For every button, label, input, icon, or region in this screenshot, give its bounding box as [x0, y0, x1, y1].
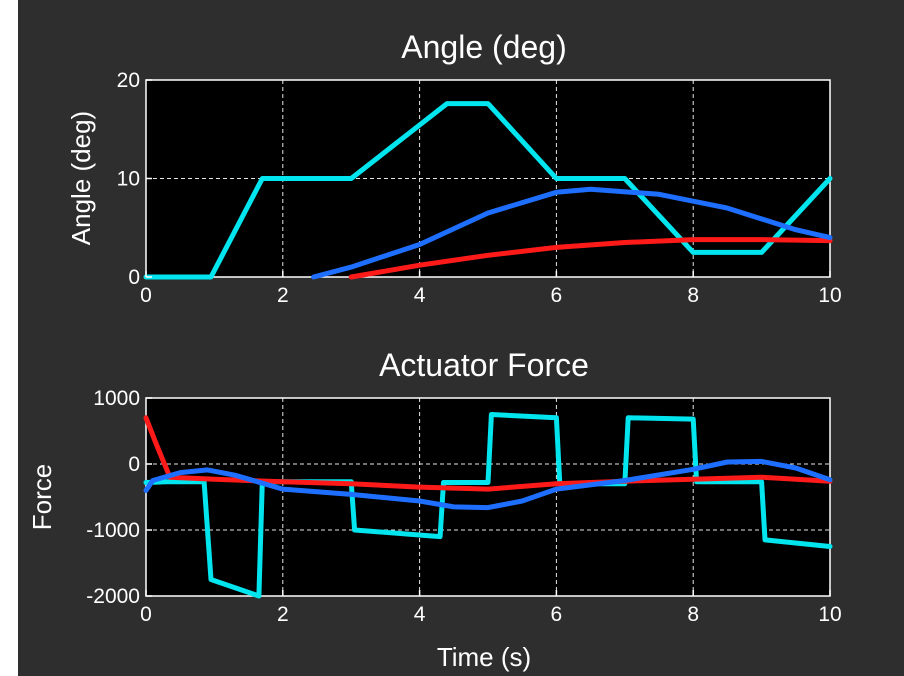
angle-y-tick-label-2: 20 — [117, 69, 140, 92]
force-y-tick-label-1: -1000 — [86, 519, 140, 542]
figure-window: Angle (deg) 0 2 4 6 8 10 0 10 20 Angle (deg) Ac… — [18, 0, 904, 676]
force-y-tick-label-0: -2000 — [86, 585, 140, 608]
angle-title: Angle (deg) — [401, 29, 566, 65]
force-axes: Actuator Force 0 2 4 6 8 10 -2000 -1000 0 1000 F… — [27, 347, 842, 672]
angle-x-tick-label-3: 6 — [551, 284, 563, 307]
angle-y-ticks: 0 10 20 — [117, 69, 152, 289]
force-x-tick-label-2: 4 — [414, 603, 426, 626]
angle-y-axis-label: Angle (deg) — [66, 111, 96, 245]
force-y-tick-label-2: 0 — [128, 453, 140, 476]
force-x-axis-label: Time (s) — [437, 642, 531, 672]
angle-series — [143, 101, 833, 280]
angle-series-0-line — [143, 101, 833, 280]
angle-y-tick-label-1: 10 — [117, 168, 140, 191]
angle-series-1-line — [348, 237, 833, 280]
force-plot-area — [145, 397, 831, 597]
force-x-ticks: 0 2 4 6 8 10 — [140, 590, 842, 626]
angle-series-2-line — [311, 186, 833, 280]
force-x-tick-label-3: 6 — [551, 603, 563, 626]
angle-axes: Angle (deg) 0 2 4 6 8 10 0 10 20 Angle (deg) — [66, 29, 842, 307]
angle-x-tick-label-2: 4 — [414, 284, 426, 307]
force-title: Actuator Force — [379, 347, 589, 383]
angle-x-tick-label-5: 10 — [818, 284, 841, 307]
angle-x-ticks: 0 2 4 6 8 10 — [140, 271, 842, 307]
force-series — [143, 412, 833, 599]
angle-x-tick-label-0: 0 — [140, 284, 152, 307]
angle-y-tick-label-0: 0 — [128, 266, 140, 289]
force-x-tick-label-0: 0 — [140, 603, 152, 626]
force-x-tick-label-5: 10 — [818, 603, 841, 626]
force-y-axis-label: Force — [27, 464, 57, 530]
force-x-tick-label-4: 8 — [687, 603, 699, 626]
force-y-ticks: -2000 -1000 0 1000 — [86, 387, 152, 608]
force-y-tick-label-3: 1000 — [93, 387, 140, 410]
force-x-tick-label-1: 2 — [277, 603, 289, 626]
angle-x-tick-label-1: 2 — [277, 284, 289, 307]
angle-x-tick-label-4: 8 — [687, 284, 699, 307]
force-series-0-line — [143, 412, 833, 599]
force-series-2-line — [143, 458, 833, 511]
